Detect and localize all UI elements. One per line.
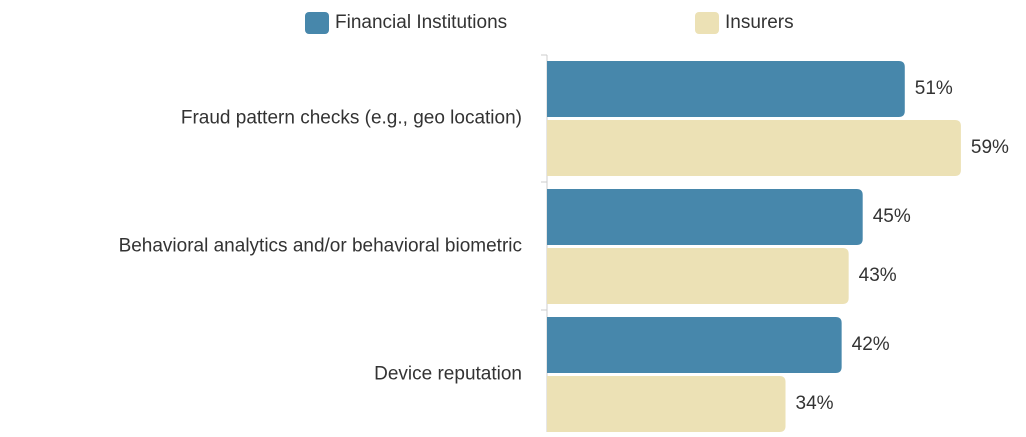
category-label: Behavioral analytics and/or behavioral b… (119, 236, 522, 257)
value-label: 59% (971, 137, 1009, 158)
value-label: 43% (859, 265, 897, 286)
bar (547, 61, 905, 117)
legend-label: Insurers (725, 12, 794, 33)
category-label: Device reputation (374, 364, 522, 385)
value-label: 45% (873, 206, 911, 227)
bar (547, 317, 842, 373)
category-label: Fraud pattern checks (e.g., geo location… (181, 108, 522, 129)
bar (547, 248, 849, 304)
legend-swatch (305, 12, 329, 34)
legend-swatch (695, 12, 719, 34)
value-label: 42% (852, 334, 890, 355)
legend-label: Financial Institutions (335, 12, 507, 33)
bar (547, 120, 961, 176)
bar (547, 376, 786, 432)
bar (547, 189, 863, 245)
value-label: 34% (796, 393, 834, 414)
value-label: 51% (915, 78, 953, 99)
